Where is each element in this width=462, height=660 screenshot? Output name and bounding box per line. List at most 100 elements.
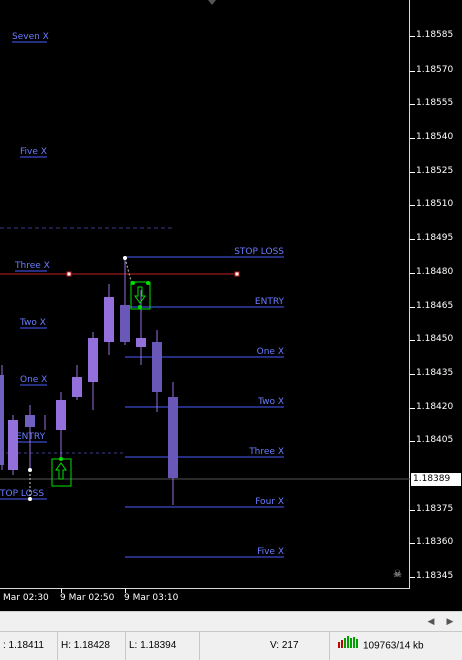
- candle-body: [88, 338, 98, 382]
- price-tick-mark: [410, 239, 415, 240]
- price-tick-label: 1.18555: [416, 98, 454, 108]
- price-tick-mark: [410, 273, 415, 274]
- trade-connector: [124, 257, 133, 286]
- candle-body: [152, 342, 162, 392]
- price-tick-label: 1.18375: [416, 504, 454, 514]
- price-tick-label: 1.18585: [416, 30, 454, 40]
- stop-loss-handle-right[interactable]: [234, 271, 240, 277]
- scroll-left-icon[interactable]: ◀: [427, 617, 435, 627]
- price-tick: 1.18525: [410, 166, 462, 176]
- price-tick: 1.18345: [410, 571, 462, 581]
- chart-shift-marker[interactable]: [208, 0, 216, 5]
- time-tick: [125, 589, 126, 593]
- price-tick: 1.18540: [410, 132, 462, 142]
- price-tick: 1.18450: [410, 334, 462, 344]
- status-open: : 1.18411: [0, 632, 58, 660]
- price-tick-label: 1.18345: [416, 571, 454, 581]
- price-tick-label: 1.18480: [416, 267, 454, 277]
- price-tick-label: 1.18465: [416, 301, 454, 311]
- price-tick-mark: [410, 543, 415, 544]
- candle-body: [168, 397, 178, 478]
- right-level-entry: ENTRY: [255, 297, 285, 307]
- left-level-two-x: Two X: [19, 318, 46, 328]
- status-high: H: 1.18428: [58, 632, 126, 660]
- status-connection: 109763/14 kb: [330, 632, 462, 660]
- price-tick: 1.18405: [410, 435, 462, 445]
- left-level-five-x: Five X: [20, 147, 47, 157]
- trade-point: [123, 256, 127, 260]
- right-level-one-x: One X: [257, 347, 284, 357]
- time-label: 9 Mar 02:50: [60, 593, 115, 603]
- left-level-three-x: Three X: [14, 261, 50, 271]
- candle-body: [25, 415, 35, 427]
- price-tick-label: 1.18495: [416, 233, 454, 243]
- price-tick: 1.18480: [410, 267, 462, 277]
- price-tick-label: 1.18450: [416, 334, 454, 344]
- price-tick-label: 1.18540: [416, 132, 454, 142]
- price-tick-mark: [410, 104, 415, 105]
- candle-body: [136, 338, 146, 347]
- left-level-one-x: One X: [20, 375, 47, 385]
- sell-arrow-icon[interactable]: [130, 281, 151, 310]
- chart-canvas[interactable]: Seven X Five X Three X Two X One X ENTRY…: [0, 0, 410, 589]
- scroll-right-icon[interactable]: ▶: [446, 617, 454, 627]
- candle-body: [72, 377, 82, 397]
- candle-body: [8, 420, 18, 470]
- time-axis: Mar 02:30 9 Mar 02:50 9 Mar 03:10: [0, 589, 410, 611]
- price-tick-mark: [410, 36, 415, 37]
- price-tick: 1.18420: [410, 402, 462, 412]
- price-tick: 1.18375: [410, 504, 462, 514]
- left-level-entry: ENTRY: [16, 432, 46, 442]
- price-tick: 1.18360: [410, 537, 462, 547]
- right-level-stop-loss: STOP LOSS: [234, 247, 284, 257]
- candle-body: [104, 297, 114, 342]
- trade-point: [28, 497, 32, 501]
- price-axis[interactable]: 1.18585 1.18570 1.18555 1.18540 1.18525 1.185…: [410, 0, 462, 589]
- candle-body: [56, 400, 66, 430]
- price-tick: 1.18495: [410, 233, 462, 243]
- price-tick-mark: [410, 374, 415, 375]
- connection-bars-icon: [338, 632, 360, 660]
- price-tick-mark: [410, 138, 415, 139]
- price-tick-label: 1.18510: [416, 199, 454, 209]
- status-traffic: 109763/14 kb: [363, 640, 424, 652]
- skull-icon[interactable]: ☠: [393, 569, 402, 580]
- right-level-two-x: Two X: [257, 397, 284, 407]
- price-tick-label: 1.18525: [416, 166, 454, 176]
- left-level-stop-loss: TOP LOSS: [0, 489, 44, 499]
- price-tick: 1.18435: [410, 368, 462, 378]
- price-tick-mark: [410, 71, 415, 72]
- status-low: L: 1.18394: [126, 632, 200, 660]
- price-tick-label: 1.18435: [416, 368, 454, 378]
- price-tick-mark: [410, 340, 415, 341]
- status-bar: : 1.18411 H: 1.18428 L: 1.18394 V: 217 1…: [0, 631, 462, 660]
- status-volume: V: 217: [200, 632, 330, 660]
- chart-area[interactable]: Seven X Five X Three X Two X One X ENTRY…: [0, 0, 410, 589]
- left-level-labels: Seven X Five X Three X Two X One X ENTRY…: [0, 32, 50, 500]
- right-level-lines: STOP LOSS ENTRY One X Two X Three X Four…: [125, 247, 285, 558]
- candle-body: [120, 305, 130, 342]
- price-tick: 1.18570: [410, 65, 462, 75]
- price-tick-label: 1.18405: [416, 435, 454, 445]
- price-tick-label: 1.18570: [416, 65, 454, 75]
- price-tick-label: 1.18420: [416, 402, 454, 412]
- time-tick: [61, 589, 62, 593]
- price-tick-label: 1.18360: [416, 537, 454, 547]
- stop-loss-handle-left[interactable]: [66, 271, 72, 277]
- buy-arrow-icon[interactable]: [51, 457, 72, 487]
- price-tick-mark: [410, 307, 415, 308]
- candle-body: [0, 375, 4, 465]
- right-level-five-x: Five X: [257, 547, 284, 557]
- price-tick-mark: [410, 577, 415, 578]
- right-level-three-x: Three X: [248, 447, 284, 457]
- horizontal-scrollbar[interactable]: ◀ ▶: [0, 611, 462, 631]
- price-tick-mark: [410, 441, 415, 442]
- trade-point: [28, 468, 32, 472]
- candlesticks: [0, 258, 178, 505]
- time-label: Mar 02:30: [3, 593, 49, 603]
- price-tick: 1.18555: [410, 98, 462, 108]
- price-tick: 1.18510: [410, 199, 462, 209]
- price-tick-mark: [410, 408, 415, 409]
- current-price-label: 1.18389: [411, 473, 461, 486]
- price-tick-mark: [410, 510, 415, 511]
